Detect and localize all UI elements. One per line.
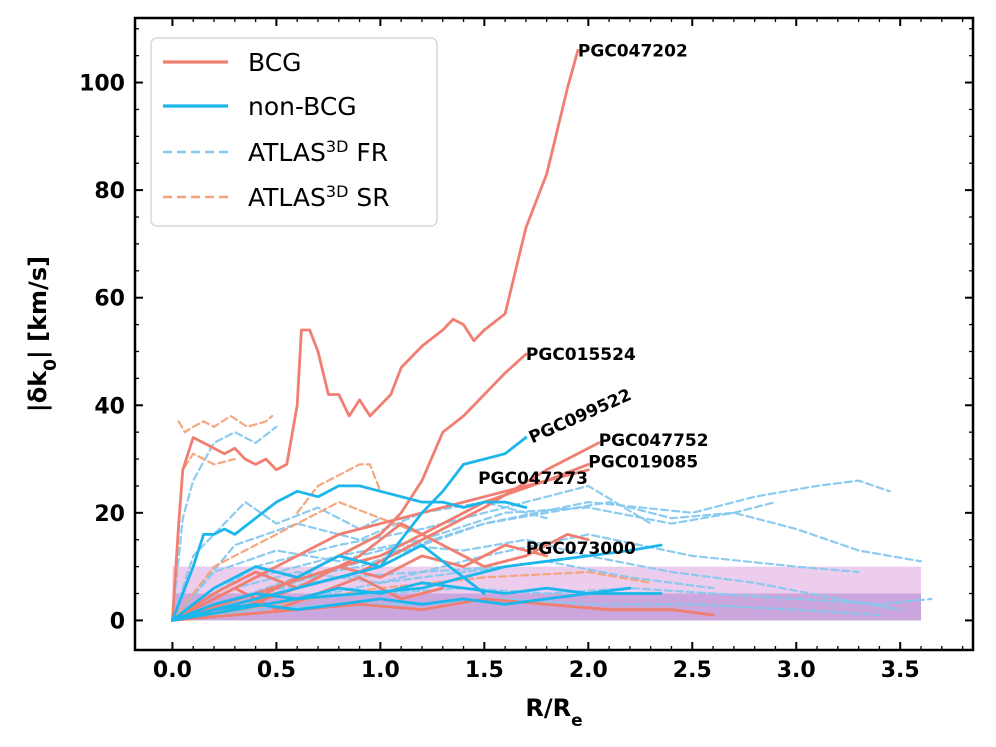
x-tick-label: 1.5 (465, 658, 504, 683)
x-tick-label: 2.5 (673, 658, 712, 683)
x-tick-label: 1.0 (361, 658, 400, 683)
series-pgc047202 (170, 48, 580, 622)
series-atlas3d-sr-c (296, 463, 382, 514)
y-tick-label: 60 (94, 287, 125, 312)
x-tick-label: 3.0 (777, 658, 816, 683)
y-tick-label: 40 (94, 394, 125, 419)
series-atlas3d-fr-m (171, 538, 590, 622)
series-atlas3d-fr-e (171, 501, 777, 622)
series-atlas3d-sr-d (171, 501, 424, 622)
legend-label-non-bcg: non-BCG (248, 92, 357, 121)
series-atlas3d-fr-a (171, 425, 278, 622)
x-tick-label: 0.0 (153, 658, 192, 683)
annotation-pgc047752: PGC047752 (599, 431, 709, 451)
legend-box (150, 37, 438, 227)
y-tick-label: 0 (110, 609, 125, 634)
series-atlas3d-sr-a (177, 414, 274, 434)
series-non-bcg-a (170, 581, 632, 622)
x-tick-label: 3.5 (881, 658, 920, 683)
annotations: PGC047202PGC015524PGC099522PGC047752PGC0… (478, 41, 708, 559)
x-tick-label: 0.5 (257, 658, 296, 683)
y-tick-label: 80 (94, 179, 125, 204)
series-atlas3d-fr-d (171, 479, 891, 622)
plot-series (170, 48, 933, 622)
annotation-pgc015524: PGC015524 (526, 345, 636, 365)
annotation-pgc019085: PGC019085 (588, 453, 698, 473)
x-axis-title: R/Re (525, 694, 582, 731)
series-atlas3d-fr-k (171, 560, 715, 622)
legend-label-atlas-sr: ATLAS3D SR (248, 182, 390, 213)
series-bcg-c (170, 597, 715, 622)
annotation-pgc047202: PGC047202 (578, 41, 688, 61)
series-pgc047273 (170, 484, 528, 622)
x-tick-label: 2.0 (569, 658, 608, 683)
series-bcg-b (170, 522, 590, 622)
annotation-pgc073000: PGC073000 (526, 539, 636, 559)
legend: BCG non-BCG ATLAS3D FR ATLAS3D SR (150, 37, 438, 227)
legend-label-bcg: BCG (248, 48, 302, 77)
axis-ticks: 0.0 0.5 1.0 1.5 2.0 2.5 3.0 3.5 0 20 40 60 80 100 (79, 18, 973, 683)
series-pgc099522 (170, 436, 528, 622)
series-atlas3d-sr-e (171, 570, 652, 622)
series-non-bcg-b (170, 592, 663, 622)
y-tick-label: 20 (94, 502, 125, 527)
plot-frame (133, 16, 975, 652)
y-tick-label: 100 (79, 72, 125, 97)
series-bcg-e (170, 576, 445, 622)
series-non-bcg-c (170, 543, 486, 622)
series-bcg-a (170, 468, 590, 622)
legend-label-atlas-fr: ATLAS3D FR (248, 137, 388, 168)
annotation-pgc047273: PGC047273 (478, 469, 588, 489)
y-axis-title: |δk0| [km/s] (24, 256, 61, 412)
